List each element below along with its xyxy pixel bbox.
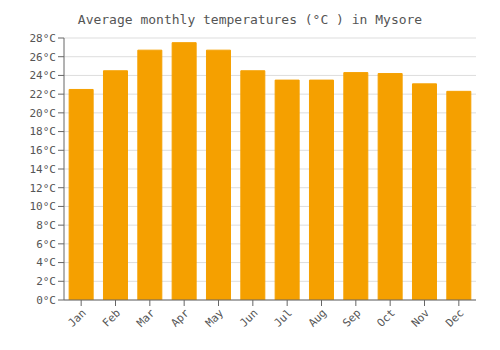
svg-text:6°C: 6°C [36,238,56,251]
svg-text:14°C: 14°C [30,163,57,176]
svg-text:8°C: 8°C [36,219,56,232]
svg-text:Aug: Aug [306,306,329,329]
svg-text:Apr: Apr [169,306,193,330]
svg-text:2°C: 2°C [36,275,56,288]
html-text:Average monthly temperatures (: Average monthly temperatures (°C ) in My… [77,12,423,27]
svg-text:Nov: Nov [409,306,433,330]
svg-text:Mar: Mar [134,306,158,330]
svg-text:Jan: Jan [66,306,89,329]
svg-text:12°C: 12°C [30,182,57,195]
svg-text:10°C: 10°C [30,200,57,213]
svg-text:Sep: Sep [340,306,363,329]
svg-text:26°C: 26°C [30,51,57,64]
svg-text:18°C: 18°C [30,125,57,138]
svg-text:22°C: 22°C [30,88,57,101]
svg-text:0°C: 0°C [36,294,56,307]
svg-text:20°C: 20°C [30,107,57,120]
svg-text:May: May [203,306,227,330]
svg-text:24°C: 24°C [30,69,57,82]
svg-text:Dec: Dec [443,306,466,329]
svg-text:28°C: 28°C [30,32,57,45]
svg-text:Oct: Oct [375,306,398,329]
svg-text:Feb: Feb [100,306,123,329]
svg-text:4°C: 4°C [36,256,56,269]
svg-text:Jun: Jun [237,306,260,329]
svg-text:16°C: 16°C [30,144,57,157]
svg-text:Jul: Jul [272,306,295,329]
